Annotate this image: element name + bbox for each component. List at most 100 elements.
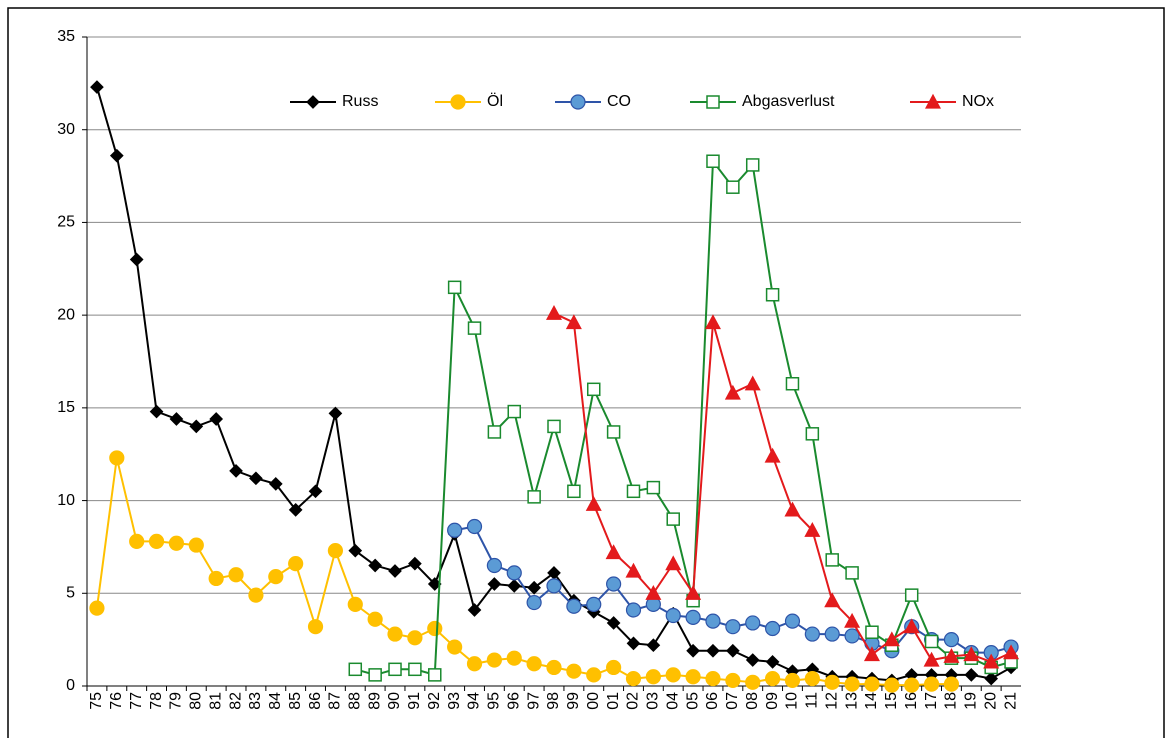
x-tick-label: 20 <box>982 692 999 710</box>
marker <box>368 668 382 682</box>
marker <box>625 562 642 578</box>
marker <box>348 543 363 558</box>
x-tick-label: 05 <box>684 692 701 710</box>
marker <box>487 577 502 591</box>
y-tick-label: 5 <box>66 585 75 602</box>
marker <box>428 668 442 682</box>
marker <box>327 543 344 559</box>
marker <box>804 521 821 537</box>
x-tick-label: 96 <box>505 692 522 710</box>
x-tick-label: 90 <box>386 692 403 710</box>
marker <box>565 314 582 330</box>
marker <box>685 609 701 625</box>
marker <box>825 553 839 567</box>
marker <box>188 537 204 553</box>
marker <box>864 676 880 692</box>
x-tick-label: 91 <box>406 692 423 710</box>
marker <box>148 533 165 549</box>
marker <box>129 533 145 549</box>
legend-label: NOx <box>962 93 994 110</box>
marker <box>606 576 622 592</box>
marker <box>923 676 940 692</box>
y-tick-label: 30 <box>57 121 75 138</box>
marker <box>526 656 542 672</box>
marker <box>626 484 641 499</box>
marker <box>447 280 462 295</box>
x-tick-label: 15 <box>883 692 900 710</box>
x-tick-label: 78 <box>148 692 165 710</box>
x-tick-label: 09 <box>764 692 781 710</box>
legend-item: Abgasverlust <box>690 93 835 110</box>
marker <box>229 464 243 478</box>
marker <box>109 148 124 163</box>
series <box>348 154 1018 682</box>
marker <box>527 490 541 504</box>
marker <box>407 630 423 646</box>
marker <box>744 375 761 391</box>
marker <box>645 585 662 600</box>
marker <box>745 653 760 667</box>
marker <box>686 643 700 658</box>
x-tick-label: 79 <box>168 692 185 710</box>
marker <box>923 651 940 667</box>
marker <box>745 615 761 631</box>
marker <box>466 656 483 672</box>
marker <box>704 314 721 330</box>
x-tick-label: 07 <box>724 692 741 710</box>
marker <box>784 613 801 629</box>
marker <box>408 662 422 677</box>
marker <box>586 596 602 613</box>
x-tick-label: 14 <box>863 692 880 710</box>
marker <box>307 619 324 635</box>
marker <box>388 564 402 578</box>
marker <box>586 667 602 683</box>
x-tick-label: 86 <box>307 692 324 710</box>
legend-marker <box>450 94 466 110</box>
marker <box>984 671 999 686</box>
y-tick-label: 10 <box>57 492 75 509</box>
marker <box>665 667 681 683</box>
marker <box>666 512 680 526</box>
marker <box>129 252 144 267</box>
series <box>545 305 1020 669</box>
marker <box>765 287 780 302</box>
marker <box>506 565 522 581</box>
x-tick-label: 81 <box>207 692 224 710</box>
marker <box>805 427 820 441</box>
marker <box>646 480 661 495</box>
marker <box>168 535 185 551</box>
marker <box>367 611 383 627</box>
legend-label: CO <box>607 93 631 110</box>
marker <box>567 484 581 499</box>
marker <box>466 518 483 535</box>
marker <box>745 674 761 690</box>
marker <box>646 638 661 653</box>
x-tick-label: 04 <box>664 692 681 710</box>
marker <box>249 471 263 486</box>
marker <box>924 634 939 649</box>
marker <box>943 648 960 663</box>
marker <box>507 404 522 419</box>
marker <box>865 625 879 639</box>
marker <box>804 626 820 642</box>
x-tick-label: 80 <box>188 692 205 710</box>
frame <box>7 7 1165 738</box>
x-tick-label: 01 <box>605 692 622 710</box>
marker <box>725 619 741 635</box>
y-tick-label: 35 <box>57 28 75 45</box>
marker <box>209 412 224 426</box>
marker <box>248 587 264 603</box>
marker <box>347 596 363 613</box>
marker <box>883 631 900 647</box>
marker <box>348 662 363 677</box>
marker <box>904 588 919 602</box>
marker <box>665 555 682 571</box>
x-tick-label: 16 <box>903 692 920 710</box>
marker <box>705 670 721 687</box>
marker <box>547 419 561 434</box>
x-tick-label: 93 <box>446 692 463 710</box>
x-tick-label: 99 <box>565 692 582 710</box>
x-tick-label: 03 <box>645 692 662 710</box>
legend-item: NOx <box>910 93 994 110</box>
x-tick-label: 89 <box>366 692 383 710</box>
